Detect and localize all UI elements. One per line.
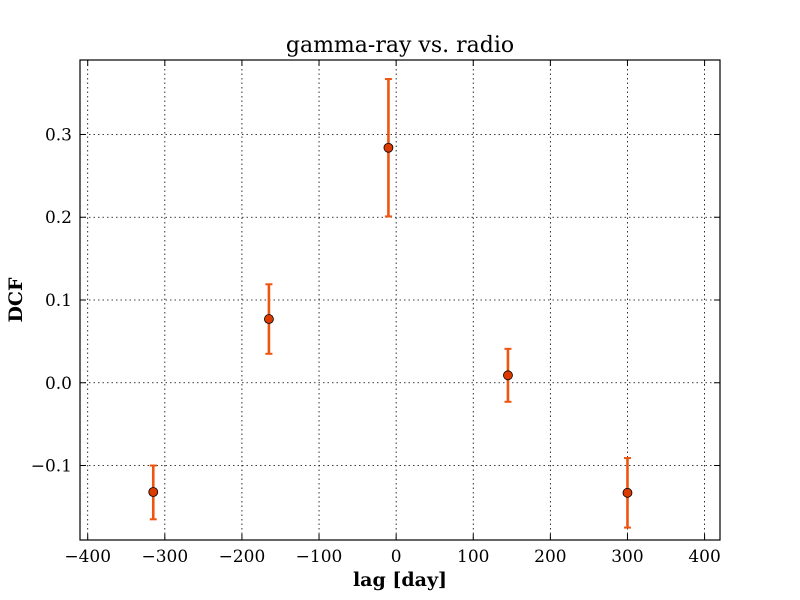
x-axis-label: lag [day] <box>353 569 447 591</box>
y-tick-label: 0.0 <box>45 374 72 394</box>
data-point-marker <box>383 142 394 153</box>
x-tick-label: 100 <box>457 547 489 567</box>
y-tick-label: 0.3 <box>45 125 72 145</box>
x-tick-label: 400 <box>688 547 720 567</box>
x-tick-label: 300 <box>611 547 643 567</box>
y-tick-label: 0.2 <box>45 208 72 228</box>
y-axis-label: DCF <box>5 277 27 323</box>
grid-lines <box>80 60 720 540</box>
data-point-marker <box>622 487 633 498</box>
data-point-group <box>503 347 513 403</box>
y-tick-label: −0.1 <box>31 457 72 477</box>
chart-title: gamma-ray vs. radio <box>286 33 514 58</box>
x-tick-label: 200 <box>534 547 566 567</box>
x-tick-label: −300 <box>141 547 188 567</box>
y-tick-label: 0.1 <box>45 291 72 311</box>
x-tick-label: −200 <box>219 547 266 567</box>
x-tick-label: −400 <box>64 547 111 567</box>
x-tick-label: 0 <box>391 547 402 567</box>
x-tick-label: −100 <box>296 547 343 567</box>
data-point-marker <box>503 370 513 381</box>
data-point-group <box>622 457 633 529</box>
data-points <box>148 78 633 529</box>
data-point-group <box>148 464 159 521</box>
data-point-group <box>383 78 394 218</box>
axis-ticks: −400 −300 −200 −100 0 100 200 300 400 −0.1 0.0 0.1 0… <box>31 60 721 567</box>
data-point-group <box>264 283 274 355</box>
data-point-marker <box>264 314 274 324</box>
data-point-marker <box>148 487 159 497</box>
